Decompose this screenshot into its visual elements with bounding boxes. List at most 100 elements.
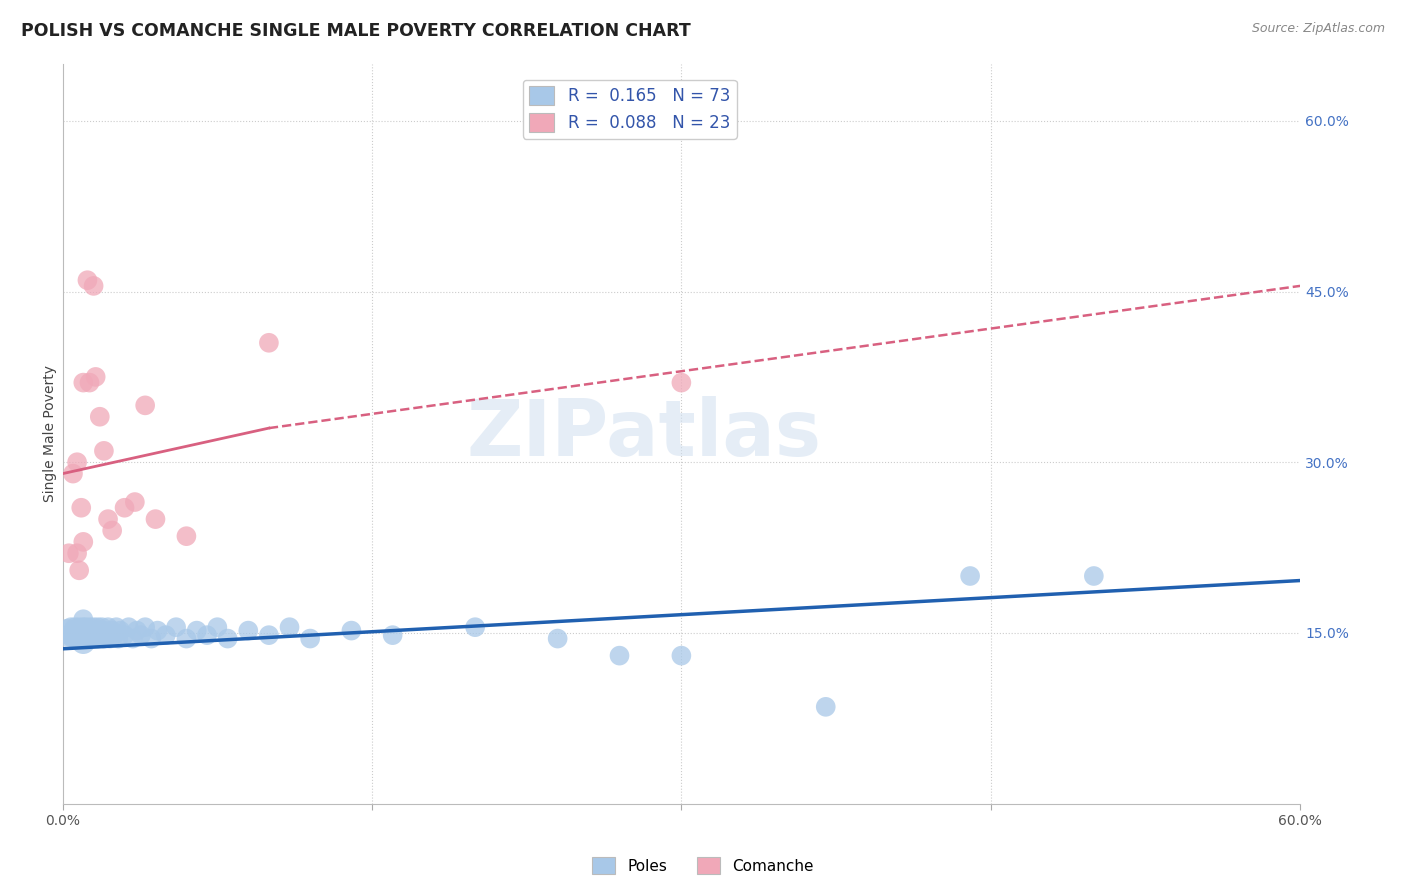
Point xyxy=(72,620,94,634)
Point xyxy=(105,620,128,634)
Point xyxy=(93,632,115,646)
Point xyxy=(66,624,89,638)
Point xyxy=(72,628,94,642)
Point xyxy=(58,546,80,560)
Point xyxy=(84,370,107,384)
Point xyxy=(67,632,90,646)
Point xyxy=(59,620,82,634)
Point xyxy=(67,563,90,577)
Point xyxy=(83,279,105,293)
Point xyxy=(90,620,112,634)
Point xyxy=(66,455,89,469)
Point xyxy=(79,632,101,646)
Point xyxy=(165,620,187,634)
Point xyxy=(72,534,94,549)
Point xyxy=(97,620,120,634)
Point xyxy=(257,628,280,642)
Point xyxy=(114,628,136,642)
Point xyxy=(609,648,631,663)
Point xyxy=(72,635,94,649)
Point xyxy=(186,624,208,638)
Point xyxy=(79,620,101,634)
Point xyxy=(75,620,97,634)
Point xyxy=(76,273,98,287)
Point xyxy=(278,620,301,634)
Point xyxy=(176,632,198,646)
Point xyxy=(141,632,163,646)
Point xyxy=(101,524,124,538)
Point xyxy=(80,628,103,642)
Point xyxy=(63,632,86,646)
Point xyxy=(1083,569,1105,583)
Point xyxy=(79,376,101,390)
Point xyxy=(87,632,110,646)
Point xyxy=(63,620,86,634)
Point xyxy=(83,632,105,646)
Point xyxy=(62,467,84,481)
Point xyxy=(299,632,322,646)
Point xyxy=(93,624,115,638)
Point xyxy=(464,620,486,634)
Point xyxy=(97,512,120,526)
Point xyxy=(67,620,90,634)
Point xyxy=(76,628,98,642)
Point xyxy=(547,632,569,646)
Point xyxy=(110,624,132,638)
Point xyxy=(70,624,93,638)
Point xyxy=(76,624,98,638)
Point xyxy=(176,529,198,543)
Y-axis label: Single Male Poverty: Single Male Poverty xyxy=(44,366,58,502)
Point xyxy=(114,500,136,515)
Point xyxy=(217,632,239,646)
Point xyxy=(66,628,89,642)
Point xyxy=(72,612,94,626)
Point xyxy=(87,620,110,634)
Point xyxy=(671,648,693,663)
Point xyxy=(134,620,156,634)
Point xyxy=(84,628,107,642)
Point xyxy=(118,620,141,634)
Point xyxy=(959,569,981,583)
Point xyxy=(155,628,177,642)
Point xyxy=(146,624,169,638)
Point xyxy=(124,495,146,509)
Point xyxy=(94,628,117,642)
Point xyxy=(75,632,97,646)
Point xyxy=(238,624,260,638)
Point xyxy=(129,628,152,642)
Text: ZIPatlas: ZIPatlas xyxy=(467,396,821,472)
Text: Source: ZipAtlas.com: Source: ZipAtlas.com xyxy=(1251,22,1385,36)
Point xyxy=(145,512,167,526)
Point xyxy=(101,624,124,638)
Point xyxy=(83,620,105,634)
Point xyxy=(107,632,129,646)
Point xyxy=(93,443,115,458)
Point xyxy=(70,628,93,642)
Point xyxy=(56,626,79,640)
Point xyxy=(84,624,107,638)
Point xyxy=(72,376,94,390)
Point xyxy=(134,398,156,412)
Point xyxy=(207,620,229,634)
Point xyxy=(195,628,218,642)
Point xyxy=(98,632,121,646)
Point xyxy=(125,624,148,638)
Point xyxy=(103,628,125,642)
Point xyxy=(62,624,84,638)
Point xyxy=(70,500,93,515)
Point xyxy=(89,628,111,642)
Point xyxy=(340,624,363,638)
Point xyxy=(814,699,837,714)
Text: POLISH VS COMANCHE SINGLE MALE POVERTY CORRELATION CHART: POLISH VS COMANCHE SINGLE MALE POVERTY C… xyxy=(21,22,690,40)
Point xyxy=(66,546,89,560)
Point xyxy=(89,409,111,424)
Point xyxy=(671,376,693,390)
Legend: Poles, Comanche: Poles, Comanche xyxy=(586,851,820,880)
Point xyxy=(121,632,143,646)
Point xyxy=(80,624,103,638)
Point xyxy=(257,335,280,350)
Legend: R =  0.165   N = 73, R =  0.088   N = 23: R = 0.165 N = 73, R = 0.088 N = 23 xyxy=(523,79,737,139)
Point xyxy=(58,628,80,642)
Point xyxy=(89,624,111,638)
Point xyxy=(62,628,84,642)
